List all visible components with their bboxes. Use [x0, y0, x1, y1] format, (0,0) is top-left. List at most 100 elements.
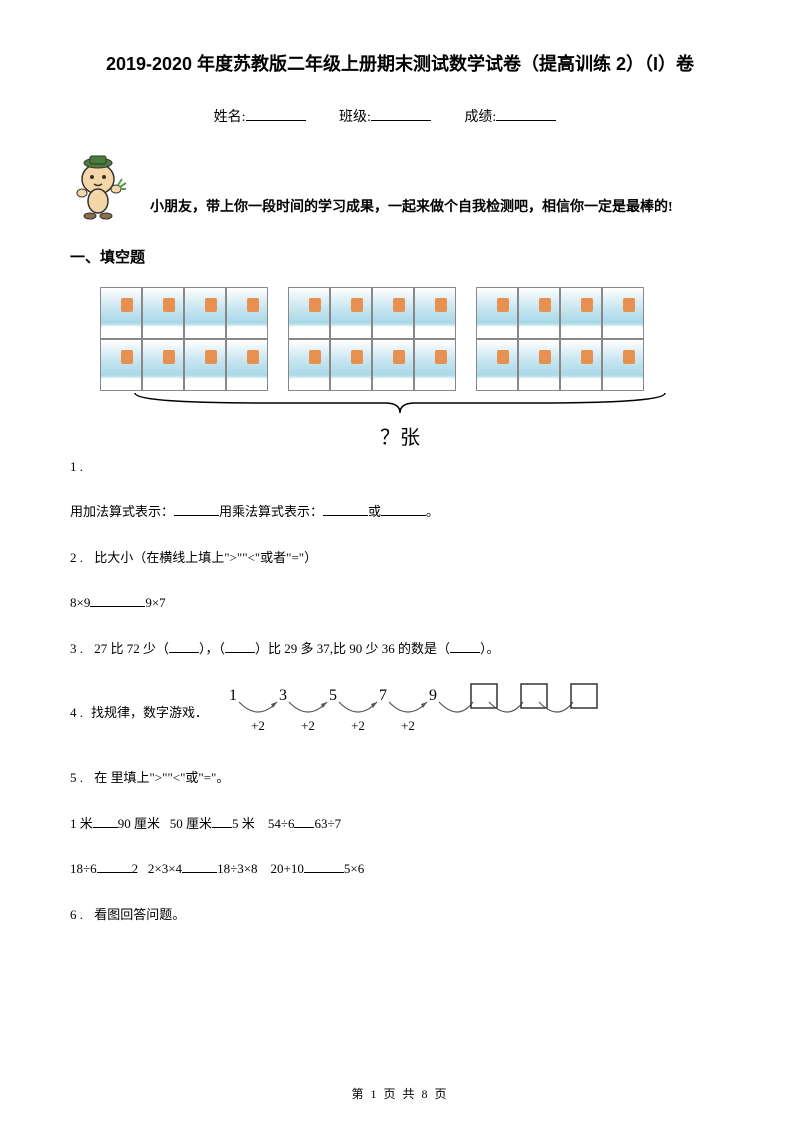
stamp-icon — [330, 339, 372, 391]
stamp-icon — [518, 287, 560, 339]
svg-text:5: 5 — [329, 687, 337, 704]
q1-or: 或 — [368, 504, 381, 519]
q3-p1: 27 比 72 少（ — [91, 641, 169, 656]
q5-l1-b1: 50 厘米 — [170, 816, 212, 831]
page-title: 2019-2020 年度苏教版二年级上册期末测试数学试卷（提高训练 2）（I）卷 — [70, 50, 730, 76]
student-info-row: 姓名: 班级: 成绩: — [70, 106, 730, 126]
q5-l2-blank3 — [304, 859, 344, 873]
q5-l1-a2: 90 厘米 — [118, 816, 160, 831]
q5-l2-blank2 — [182, 859, 217, 873]
stamp-icon — [476, 287, 518, 339]
svg-text:9: 9 — [429, 687, 437, 704]
q5-l2-b2: 18÷3×8 — [217, 861, 257, 876]
q5-l1-b2: 5 米 — [232, 816, 255, 831]
page-footer: 第 1 页 共 8 页 — [0, 1085, 800, 1102]
q5-l1-c2: 63÷7 — [314, 816, 341, 831]
stamp-icon — [288, 339, 330, 391]
name-blank — [246, 120, 306, 121]
section-1-title: 一、填空题 — [70, 246, 730, 267]
q3-num: 3 . — [70, 637, 83, 660]
pattern-sequence: 1+23+25+27+29 — [218, 682, 730, 744]
svg-text:1: 1 — [229, 687, 237, 704]
stamp-group — [100, 287, 268, 391]
q4-text: 找规律，数字游戏． — [91, 701, 208, 724]
stamp-icon — [288, 287, 330, 339]
stamp-icon — [602, 339, 644, 391]
stamp-icon — [142, 287, 184, 339]
svg-text:+2: +2 — [251, 718, 265, 733]
stamp-icon — [476, 339, 518, 391]
q2-num: 2 . — [70, 546, 83, 569]
stamp-icon — [226, 287, 268, 339]
stamp-icon — [184, 339, 226, 391]
score-blank — [496, 120, 556, 121]
q5-l2-a1: 18÷6 — [70, 861, 97, 876]
brace-label: ？张 — [130, 421, 670, 450]
q2-left: 8×9 — [70, 595, 90, 610]
brace-icon — [130, 391, 670, 416]
q4-num: 4 . — [70, 701, 83, 724]
q3-p4: ）。 — [480, 641, 500, 656]
stamp-icon — [100, 339, 142, 391]
q3-blank-3 — [450, 639, 480, 653]
stamp-icon — [372, 339, 414, 391]
question-4: 4 . 找规律，数字游戏． 1+23+25+27+29 — [70, 682, 730, 744]
question-5: 5 . 在 里填上">""<"或"="。 — [70, 766, 730, 789]
stamp-icon — [372, 287, 414, 339]
q1-blank-2 — [323, 502, 368, 516]
question-6: 6 . 看图回答问题。 — [70, 903, 730, 926]
svg-text:+2: +2 — [301, 718, 315, 733]
stamp-icon — [184, 287, 226, 339]
q1-end: 。 — [426, 504, 439, 519]
svg-text:3: 3 — [279, 687, 287, 704]
q5-l2-c1: 20+10 — [271, 861, 304, 876]
stamp-icon — [560, 287, 602, 339]
svg-text:+2: +2 — [351, 718, 365, 733]
question-5-line1: 1 米 90 厘米 50 厘米 5 米 54÷6 63÷7 — [70, 812, 730, 835]
q2-text: 比大小（在横线上填上">""<"或者"="） — [91, 550, 317, 565]
question-1-num: 1 . — [70, 455, 730, 478]
q6-text: 看图回答问题。 — [91, 907, 185, 922]
stamp-icon — [414, 287, 456, 339]
q5-num: 5 . — [70, 766, 83, 789]
class-label: 班级: — [339, 110, 371, 125]
stamp-group — [288, 287, 456, 391]
q1-blank-1 — [174, 502, 219, 516]
q5-l1-a1: 1 米 — [70, 816, 93, 831]
question-5-line2: 18÷62 2×3×418÷3×8 20+105×6 — [70, 857, 730, 880]
question-3: 3 . 27 比 72 少（ ），（ ）比 29 多 37,比 90 少 36 的数… — [70, 637, 730, 660]
stamp-icon — [414, 339, 456, 391]
q5-l2-c2: 5×6 — [344, 861, 364, 876]
q5-l2-blank1 — [97, 859, 132, 873]
q5-l1-c1: 54÷6 — [268, 816, 295, 831]
q6-num: 6 . — [70, 903, 83, 926]
stamp-icon — [518, 339, 560, 391]
question-1: 用加法算式表示：用乘法算式表示：或。 — [70, 500, 730, 523]
stamp-icon — [330, 287, 372, 339]
mascot-greeting-row: 小朋友，带上你一段时间的学习成果，一起来做个自我检测吧，相信你一定是最棒的! — [70, 151, 730, 221]
stamp-icon — [602, 287, 644, 339]
stamp-icon — [142, 339, 184, 391]
stamp-group — [476, 287, 644, 391]
q5-l1-blank1 — [93, 814, 118, 828]
stamp-icon — [226, 339, 268, 391]
q3-blank-1 — [169, 639, 199, 653]
q2-right: 9×7 — [145, 595, 165, 610]
stamps-figure: ？张 — [100, 287, 730, 450]
q5-l2-a2: 2 — [132, 861, 139, 876]
question-2: 2 . 比大小（在横线上填上">""<"或者"="） — [70, 546, 730, 569]
q5-l1-blank2 — [212, 814, 232, 828]
question-2-expr: 8×9 9×7 — [70, 591, 730, 614]
q3-blank-2 — [225, 639, 255, 653]
score-label: 成绩: — [464, 110, 496, 125]
q3-p3: ）比 29 多 37,比 90 少 36 的数是（ — [255, 641, 450, 656]
greeting-text: 小朋友，带上你一段时间的学习成果，一起来做个自我检测吧，相信你一定是最棒的! — [150, 196, 673, 216]
q5-text: 在 里填上">""<"或"="。 — [91, 770, 229, 785]
q1-blank-3 — [381, 502, 426, 516]
q5-l1-blank3 — [294, 814, 314, 828]
stamp-icon — [100, 287, 142, 339]
q3-p2: ），（ — [199, 641, 225, 656]
q1-prefix: 用加法算式表示： — [70, 504, 174, 519]
name-label: 姓名: — [214, 110, 246, 125]
q2-blank — [90, 593, 145, 607]
